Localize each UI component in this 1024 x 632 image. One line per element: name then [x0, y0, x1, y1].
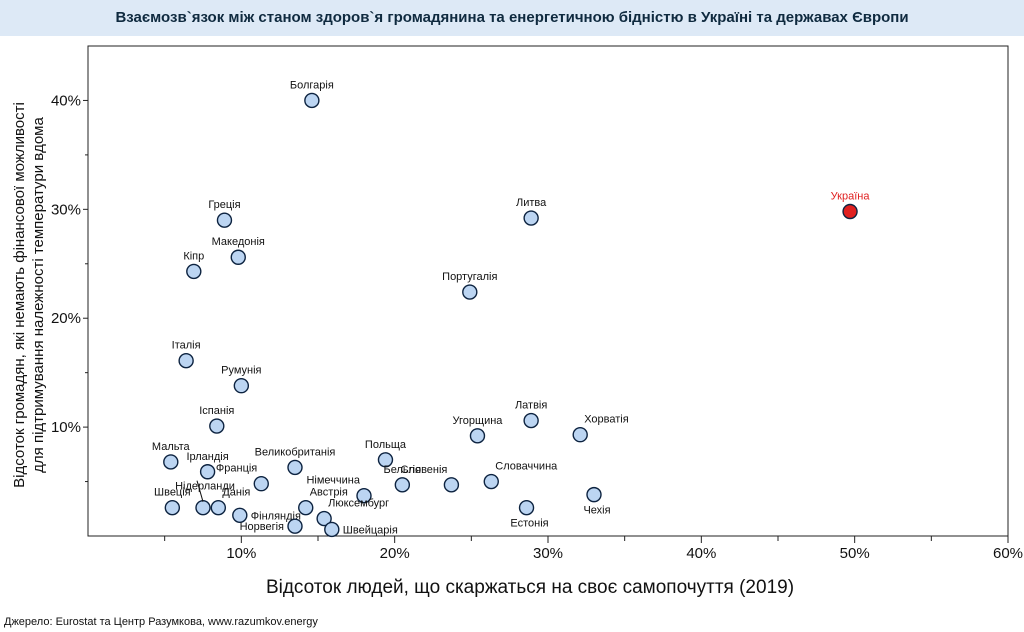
data-points: Болгарія Греція Литва Україна Македонія Кіпр П… [152, 79, 871, 538]
source-note: Джерело: Eurostat та Центр Разумкова, ww… [4, 616, 318, 628]
data-point [209, 418, 225, 434]
data-point [523, 210, 539, 226]
y-tick-label: 10% [51, 419, 81, 436]
x-tick-label: 10% [226, 545, 256, 562]
data-point [287, 518, 303, 534]
x-tick-label: 40% [686, 545, 716, 562]
point-label: Греція [208, 199, 240, 211]
data-point [394, 477, 411, 493]
data-point [518, 499, 535, 516]
data-point [253, 476, 269, 492]
point-label: Бельгія [384, 464, 422, 476]
y-tick-label: 30% [51, 201, 81, 218]
x-tick-label: 50% [840, 545, 870, 562]
data-point [233, 378, 250, 394]
point-label: Данія [222, 487, 250, 499]
data-point [298, 499, 314, 516]
point-label: Чехія [583, 505, 610, 517]
point-label: Кіпр [183, 250, 204, 262]
data-point [586, 486, 602, 503]
data-point [186, 263, 202, 280]
point-label: Люксембург [328, 498, 389, 510]
data-point [195, 499, 211, 516]
data-point [469, 428, 486, 444]
point-label: Латвія [515, 400, 547, 412]
data-point [210, 499, 227, 516]
title-bar [0, 0, 1024, 36]
point-label: Польща [365, 439, 407, 451]
point-label: Македонія [212, 236, 265, 248]
leader-line [196, 480, 204, 502]
point-label: Угорщина [453, 415, 504, 427]
data-point [324, 521, 340, 538]
point-label: Німеччина [306, 475, 360, 487]
point-label: Словаччина [495, 461, 558, 473]
point-label: Болгарія [290, 79, 334, 91]
point-label: Фінляндія [251, 510, 301, 522]
data-point [216, 212, 233, 228]
y-axis-label-line-2: для підтримування належності температури… [30, 117, 47, 473]
point-label: Хорватія [584, 414, 629, 426]
data-point [356, 488, 372, 504]
point-label: Румунія [221, 365, 261, 377]
y-axis-label-line-1: Відсоток громадян, які немають фінансово… [11, 102, 28, 488]
point-label: Португалія [442, 271, 497, 283]
data-point [316, 510, 332, 527]
data-point [523, 412, 539, 429]
point-label: Україна [831, 191, 871, 203]
data-point [199, 464, 216, 480]
point-label: Австрія [310, 487, 348, 499]
x-tick-label: 20% [380, 545, 410, 562]
point-label: Мальта [152, 441, 191, 453]
data-point [377, 452, 394, 468]
data-point [232, 507, 248, 524]
data-point [178, 352, 194, 369]
data-point [163, 454, 179, 470]
point-label: Норвегія [240, 521, 284, 533]
data-point [842, 203, 858, 220]
point-label: Італія [172, 340, 201, 352]
x-axis-label: Відсоток людей, що скаржаться на своє са… [266, 577, 794, 598]
point-label: Великобританія [255, 446, 336, 458]
data-point [164, 499, 181, 516]
point-label: Швеція [154, 487, 191, 499]
data-point [230, 249, 246, 265]
scatter-chart: 10% 20% 30% 40% 50% 60% 10% 20% 30% 40% Болгарія Г… [11, 45, 1023, 598]
x-tick-label: 60% [993, 545, 1023, 562]
point-label: Швейцарія [343, 524, 398, 536]
point-label: Литва [516, 197, 547, 209]
x-tick-label: 30% [533, 545, 563, 562]
point-label: Іспанія [199, 405, 234, 417]
data-point [287, 459, 303, 476]
point-label: Ірландія [186, 451, 228, 463]
point-label: Словенія [400, 464, 447, 476]
point-label: Естонія [510, 518, 548, 530]
axis-ticks: 10% 20% 30% 40% 50% 60% 10% 20% 30% 40% [51, 92, 1023, 562]
data-point [462, 284, 478, 300]
y-tick-label: 40% [51, 92, 81, 109]
data-point [304, 92, 320, 109]
data-point [443, 477, 460, 493]
y-tick-label: 20% [51, 310, 81, 327]
data-point [483, 473, 499, 490]
data-point [572, 427, 588, 443]
point-label: Нідерланди [175, 481, 235, 493]
point-label: Франція [216, 463, 257, 475]
chart-title: Взаємозв`язок між станом здоров`я громад… [115, 9, 909, 26]
